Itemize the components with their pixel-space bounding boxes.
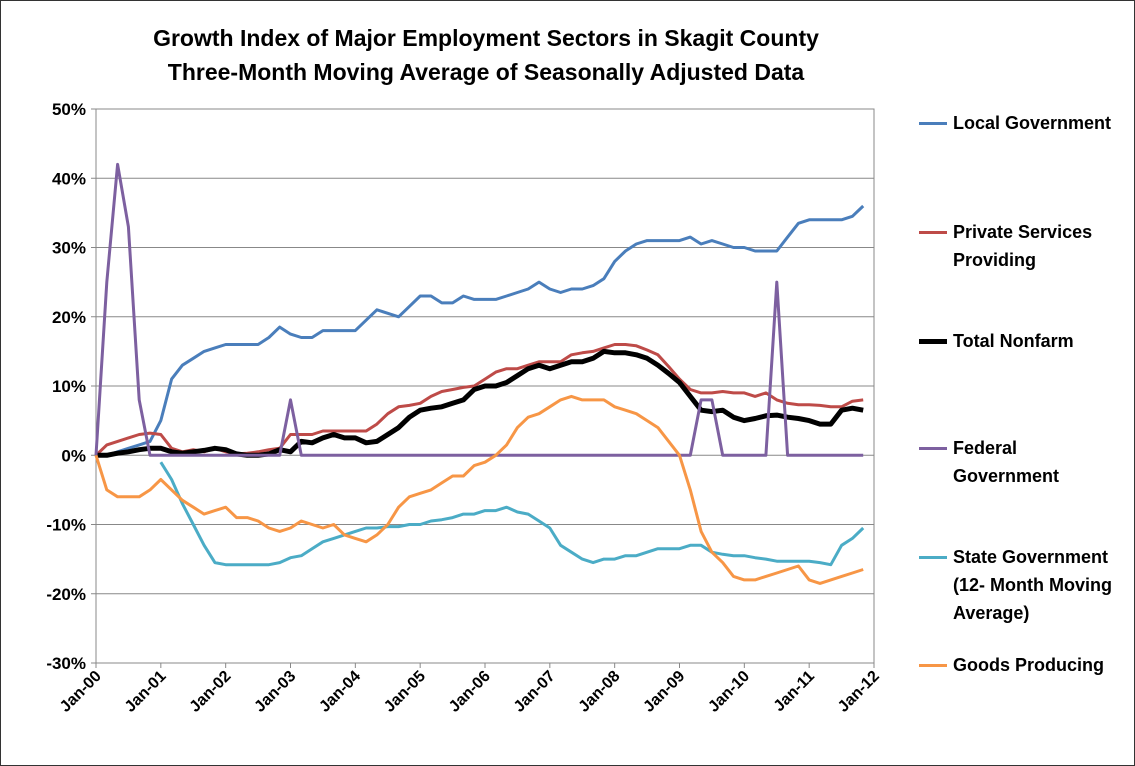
x-tick-label: Jan-12	[835, 668, 883, 716]
chart-subtitle: Three-Month Moving Average of Seasonally…	[168, 59, 805, 85]
legend-swatch	[919, 555, 947, 559]
x-tick-label: Jan-06	[446, 668, 494, 716]
x-tick-label: Jan-09	[640, 668, 688, 716]
legend-swatch	[919, 663, 947, 667]
x-tick-label: Jan-04	[316, 668, 364, 716]
legend-swatch	[919, 338, 947, 344]
legend-swatch	[919, 121, 947, 125]
legend-label: Local Government	[953, 113, 1112, 133]
y-tick-label: 30%	[52, 239, 86, 258]
x-tick-label: Jan-11	[771, 668, 818, 715]
x-tick-label: Jan-07	[511, 668, 559, 716]
x-tick-label: Jan-10	[705, 668, 753, 716]
y-tick-label: 0%	[61, 446, 86, 465]
y-tick-label: 50%	[52, 100, 86, 119]
chart-title: Growth Index of Major Employment Sectors…	[153, 25, 819, 51]
x-tick-label: Jan-01	[122, 668, 170, 716]
y-tick-label: 10%	[52, 377, 86, 396]
legend-label: Total Nonfarm	[953, 331, 1074, 351]
series-line	[96, 204, 865, 457]
y-tick-label: 20%	[52, 308, 86, 327]
legend-label: Goods Producing	[953, 655, 1104, 675]
y-tick-label: -20%	[46, 585, 86, 604]
series-line	[159, 461, 865, 567]
legend-label: Private Services Providing	[953, 222, 1093, 270]
legend-label: State Government (12- Month Moving Avera…	[953, 547, 1112, 623]
series-line	[96, 348, 864, 458]
series-line	[94, 394, 864, 585]
x-tick-label: Jan-00	[57, 668, 105, 716]
y-tick-label: -30%	[46, 654, 86, 673]
legend-swatch	[919, 446, 947, 450]
y-tick-label: 40%	[52, 169, 86, 188]
legend-swatch	[919, 230, 947, 234]
legend-label: Federal Government	[953, 438, 1060, 486]
x-tick-label: Jan-03	[251, 668, 299, 716]
x-tick-label: Jan-08	[576, 668, 624, 716]
y-tick-label: -10%	[46, 516, 86, 535]
x-tick-label: Jan-05	[381, 668, 429, 716]
series-line	[94, 162, 864, 457]
x-tick-label: Jan-02	[187, 668, 235, 716]
